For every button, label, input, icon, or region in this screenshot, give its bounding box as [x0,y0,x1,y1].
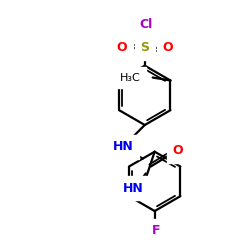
Text: F: F [152,224,160,237]
Text: O: O [172,144,183,157]
Text: O: O [117,41,127,54]
Text: HN: HN [122,182,143,195]
Text: H₃C: H₃C [120,72,141,83]
Text: Cl: Cl [139,18,152,31]
Text: O: O [162,41,173,54]
Text: HN: HN [113,140,134,153]
Text: S: S [140,41,149,54]
